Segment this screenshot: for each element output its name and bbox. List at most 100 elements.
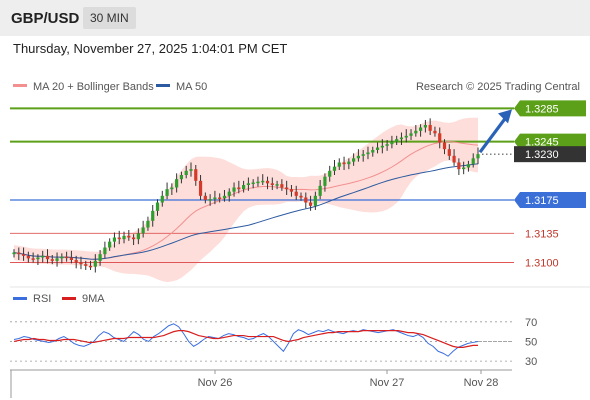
candle-body (466, 164, 471, 168)
candle (409, 129, 413, 140)
candle (151, 205, 155, 227)
arrow-shaft (478, 116, 508, 154)
candle-body (347, 161, 351, 165)
candle-body (313, 195, 317, 206)
candle (251, 179, 255, 189)
candle (184, 165, 188, 179)
arrow-head (498, 109, 512, 124)
candle (395, 135, 399, 145)
candles (12, 118, 480, 273)
legend-swatch-ma50 (156, 84, 170, 87)
candle (93, 254, 97, 273)
candle-body (308, 202, 313, 206)
candle (399, 132, 404, 145)
candle-body (21, 254, 26, 256)
candle (165, 182, 169, 200)
candle (155, 199, 160, 216)
candle-body (285, 187, 289, 190)
level-label-1.3100: 1.3100 (525, 258, 559, 270)
candle-body (179, 175, 184, 180)
candle-body (366, 152, 370, 155)
candle (380, 139, 384, 154)
candle (136, 228, 140, 245)
x-axis-labels: Nov 26 Nov 27 Nov 28 (198, 370, 498, 389)
candle-body (256, 181, 260, 184)
forecast-arrow (478, 109, 512, 154)
candle (55, 252, 59, 267)
candle (146, 216, 150, 231)
candle (452, 149, 456, 166)
candle (17, 247, 21, 260)
candle-body (380, 145, 384, 148)
candle (256, 176, 260, 187)
level-label-1.3245: 1.3245 (525, 137, 559, 149)
candle-body (395, 139, 399, 142)
legend-swatch-ma20 (13, 84, 27, 87)
candle-body (428, 125, 432, 131)
candle (208, 194, 212, 206)
candle-body (447, 149, 451, 156)
candle-body (399, 137, 404, 140)
candle-body (98, 254, 102, 261)
candle-body (155, 202, 160, 211)
candle-body (328, 170, 332, 177)
candle-body (88, 265, 93, 268)
candle (438, 127, 442, 149)
candle-body (26, 255, 30, 259)
candle (390, 135, 394, 149)
candle (218, 193, 222, 203)
timestamp: Thursday, November 27, 2025 1:04:01 PM C… (13, 41, 288, 56)
candle-body (442, 142, 447, 150)
candle (117, 230, 121, 245)
candle (242, 180, 246, 193)
candle-body (375, 147, 380, 150)
candle-body (17, 252, 21, 255)
candle (285, 180, 289, 195)
candle (294, 185, 298, 200)
candle (141, 220, 145, 238)
candle (65, 251, 69, 262)
rsi-level-label-70: 70 (525, 317, 537, 329)
candle-body (131, 237, 136, 240)
rsi-level-label-50: 50 (525, 336, 537, 348)
candle (74, 255, 78, 269)
chart-legend: MA 20 + Bollinger Bands MA 50 Research ©… (13, 81, 580, 93)
candle (103, 241, 107, 259)
candle-body (151, 210, 155, 221)
candle (313, 191, 317, 210)
candle-body (294, 191, 298, 196)
candle-body (371, 150, 375, 153)
candle (471, 153, 475, 168)
candle-body (337, 162, 341, 167)
candle (433, 126, 437, 137)
candle (318, 180, 322, 200)
candle-body (36, 257, 40, 260)
timeframe-badge[interactable]: 30 MIN (83, 7, 136, 29)
candle-body (414, 130, 418, 134)
candle (299, 192, 303, 201)
candle-body (184, 170, 188, 175)
candle (462, 161, 466, 175)
candle-body (170, 187, 174, 190)
candle-body (84, 264, 88, 266)
candle-body (194, 169, 198, 181)
candle (428, 118, 432, 135)
candle (442, 139, 447, 155)
candle (347, 158, 351, 170)
x-label-Nov 26: Nov 26 (198, 377, 233, 389)
candle (222, 190, 227, 202)
candle-body (356, 155, 361, 159)
candle-body (203, 195, 207, 200)
candle (280, 179, 284, 191)
candle-body (175, 179, 179, 188)
candle (308, 195, 313, 211)
candle-body (462, 167, 466, 170)
level-badge-1.3285 (514, 100, 586, 117)
level-label-1.3135: 1.3135 (525, 228, 559, 240)
candle (352, 153, 356, 166)
candle (170, 183, 174, 195)
candle-body (289, 189, 294, 192)
candle (371, 146, 375, 157)
